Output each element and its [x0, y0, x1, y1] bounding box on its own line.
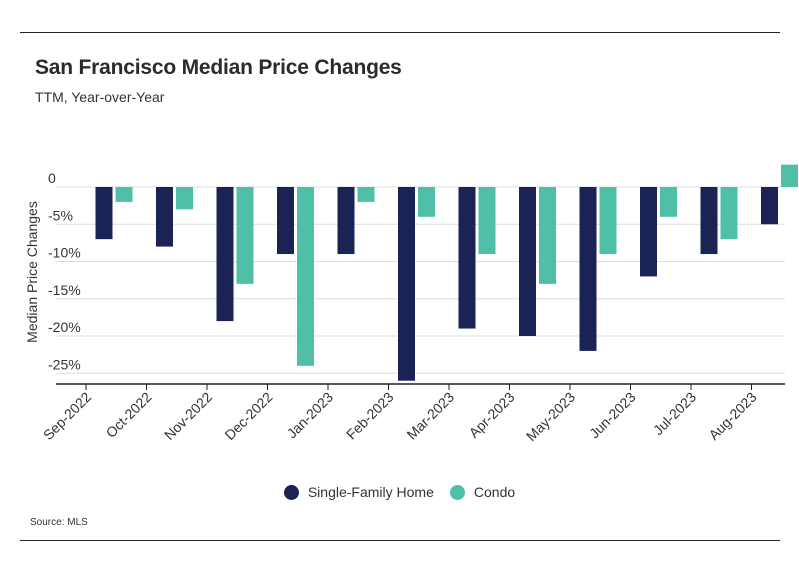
- legend-swatch-sfh: [283, 484, 299, 500]
- bar-condo: [297, 187, 314, 366]
- x-tick-label: May-2023: [523, 389, 578, 444]
- legend-item-sfh: Single-Family Home: [283, 484, 434, 500]
- x-tick-label: Nov-2022: [161, 389, 215, 443]
- bar-condo: [478, 187, 496, 255]
- y-tick-label: -25%: [48, 356, 81, 372]
- y-tick-label: 0: [48, 170, 56, 186]
- bar-single-family: [156, 187, 173, 247]
- y-tick-label: -10%: [48, 245, 81, 261]
- y-tick-label: -5%: [48, 207, 73, 223]
- y-tick-label: -15%: [48, 282, 81, 298]
- bar-condo: [720, 187, 738, 240]
- bar-condo: [357, 187, 375, 202]
- x-tick-label: Mar-2023: [403, 389, 457, 443]
- bar-condo: [660, 187, 677, 217]
- x-tick-label: Feb-2023: [343, 389, 397, 443]
- x-tick-label: Sep-2022: [40, 389, 94, 443]
- legend-item-condo: Condo: [449, 484, 516, 500]
- x-tick-label: Jun-2023: [586, 389, 639, 442]
- legend-swatch-condo: [449, 484, 465, 500]
- bar-single-family: [398, 187, 415, 381]
- bar-single-family: [337, 187, 355, 255]
- x-tick-label: Apr-2023: [466, 389, 518, 441]
- bar-single-family: [95, 187, 113, 240]
- bar-condo: [418, 187, 435, 217]
- bar-condo: [781, 164, 798, 187]
- bar-condo: [599, 187, 617, 255]
- bar-single-family: [216, 187, 234, 322]
- bar-chart: 0 -5% -10% -15% -20% -25% Median Price Changes…: [24, 164, 798, 444]
- bar-single-family: [519, 187, 536, 336]
- bottom-rule: [20, 540, 780, 541]
- legend: Single-Family Home Condo: [0, 484, 799, 500]
- top-rule: [20, 32, 780, 33]
- bar-single-family: [640, 187, 657, 277]
- y-tick-label: -20%: [48, 319, 81, 335]
- x-tick-label: Jul-2023: [650, 389, 699, 438]
- legend-label-condo: Condo: [473, 484, 516, 500]
- x-tick-label: Aug-2023: [705, 389, 759, 443]
- bar-condo: [115, 187, 133, 202]
- x-tick-label: Jan-2023: [284, 389, 337, 442]
- bar-single-family: [579, 187, 597, 351]
- bar-single-family: [700, 187, 718, 255]
- source-note: Source: MLS: [30, 517, 88, 528]
- bar-single-family: [458, 187, 476, 329]
- bar-condo: [236, 187, 254, 284]
- bar-condo: [539, 187, 556, 284]
- chart-subtitle: TTM, Year-over-Year: [35, 89, 165, 105]
- bar-single-family: [761, 187, 778, 225]
- bar-single-family: [277, 187, 294, 255]
- y-axis-title: Median Price Changes: [24, 201, 40, 343]
- bar-condo: [176, 187, 193, 210]
- chart-title: San Francisco Median Price Changes: [35, 56, 402, 79]
- legend-label-sfh: Single-Family Home: [307, 484, 434, 500]
- x-tick-label: Oct-2022: [103, 389, 155, 441]
- x-tick-label: Dec-2022: [221, 389, 275, 443]
